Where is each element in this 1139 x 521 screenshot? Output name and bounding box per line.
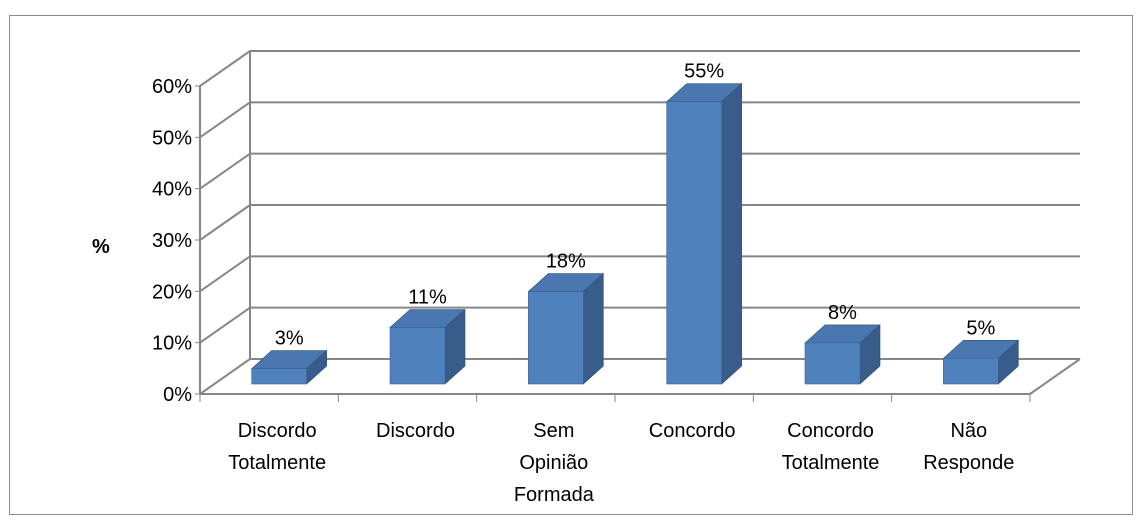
bar [250, 349, 328, 385]
labels: 0% 10% 20% 30% 40% 50% 60% 3% Discordo Totalmente… [152, 61, 1014, 506]
y-tick-label: 50% [152, 127, 192, 149]
gridline-side [199, 50, 251, 87]
gridline-side [199, 255, 251, 293]
data-label: 18% [546, 251, 586, 273]
category-label: Totalmente [782, 452, 880, 474]
data-label: 8% [828, 302, 857, 324]
category-label: Formada [514, 484, 595, 506]
bar [665, 82, 743, 385]
bar [389, 308, 466, 385]
chart-frame [9, 15, 1133, 515]
bar [527, 272, 605, 385]
gridline-side [199, 358, 251, 395]
y-tick-label: 60% [152, 76, 192, 98]
gridline-side [199, 306, 251, 344]
gridline-side [199, 101, 251, 139]
gridlines [199, 50, 1080, 395]
y-tick-label: 40% [152, 179, 192, 201]
y-tick-label: 0% [163, 384, 192, 406]
y-tick-label: 30% [152, 230, 192, 252]
bars [250, 82, 1020, 385]
bar-front [943, 358, 999, 385]
bar-front [528, 291, 584, 385]
bar-front [389, 327, 446, 385]
bar [804, 324, 881, 385]
category-label: Opinião [519, 452, 588, 474]
category-label: Responde [923, 452, 1014, 474]
y-tick-label: 10% [152, 333, 192, 355]
bar-side [583, 272, 604, 385]
category-label: Discordo [376, 420, 455, 442]
data-label: 11% [408, 287, 447, 309]
data-label: 55% [684, 61, 724, 83]
category-label: Discordo [238, 420, 317, 442]
data-label: 3% [275, 328, 304, 350]
category-label: Concordo [787, 420, 874, 442]
y-tick-label: 20% [152, 281, 192, 303]
gridline-side [199, 152, 251, 190]
category-label: Totalmente [228, 452, 326, 474]
bar-front [804, 342, 861, 385]
bar [942, 339, 1020, 385]
axes [195, 51, 1081, 402]
floor-right-edge [1029, 358, 1081, 395]
category-label: Não [950, 420, 987, 442]
bar-side [721, 82, 742, 385]
gridline-side [199, 204, 251, 241]
bar-front [251, 368, 307, 385]
category-label: Sem [533, 420, 574, 442]
category-label: Concordo [649, 420, 736, 442]
data-label: 5% [966, 317, 995, 339]
y-axis-label: % [92, 236, 110, 258]
bar-front [666, 101, 722, 385]
